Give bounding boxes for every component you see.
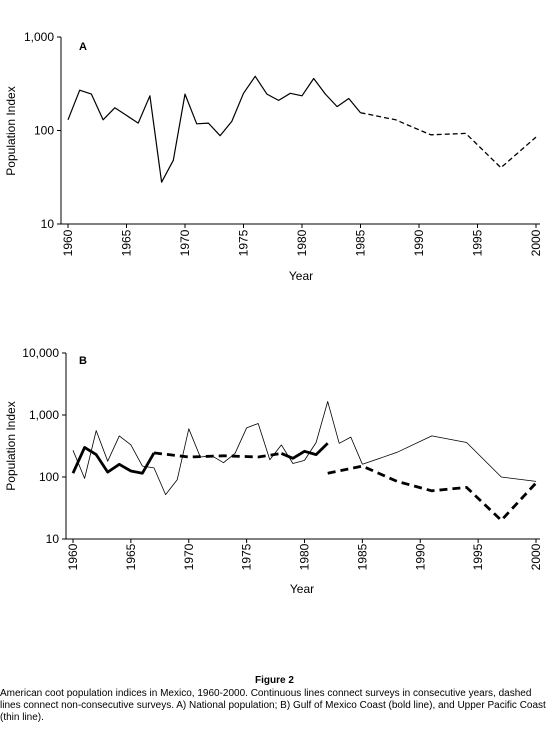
x-tick-label: 1985 (355, 543, 369, 570)
x-tick-label: 1970 (178, 229, 192, 256)
y-tick-label: 1,000 (29, 408, 59, 422)
x-tick-label: 1990 (413, 543, 427, 570)
chart-a-axes (60, 37, 540, 225)
x-tick-label: 1985 (354, 229, 368, 256)
x-tick-label: 1995 (471, 229, 485, 256)
chart-b: B Population Index Year 10 100 1,000 10,000… (4, 346, 543, 596)
x-tick-label: 1990 (412, 229, 426, 256)
series-line-bold-dashed (153, 451, 282, 459)
series-line-dashed (360, 112, 537, 169)
series-line-thin-solid (362, 435, 537, 482)
x-tick-label: 1965 (120, 229, 134, 256)
y-tick-label: 10,000 (22, 346, 59, 360)
x-tick-label: 1970 (182, 543, 196, 570)
figure-title: Figure 2 (255, 675, 294, 686)
y-tick-label: 10 (41, 217, 55, 231)
series-line-bold-dashed (327, 464, 538, 522)
y-tick-label: 100 (34, 124, 54, 138)
chart-b-panel-label: B (79, 355, 87, 367)
x-tick-label: 1975 (237, 229, 251, 256)
x-tick-label: 2000 (529, 543, 543, 570)
y-tick-label: 100 (39, 470, 59, 484)
chart-a: A Population Index Year 10 100 1,000 1960 19… (4, 30, 543, 283)
chart-a-x-axis-label: Year (289, 269, 313, 283)
series-line-bold-solid (71, 445, 156, 475)
chart-a-panel-label: A (79, 41, 87, 53)
y-tick-label: 1,000 (24, 30, 54, 44)
chart-b-y-axis-label: Population Index (4, 401, 18, 490)
x-tick-label: 1975 (240, 543, 254, 570)
x-tick-label: 1980 (295, 229, 309, 256)
x-tick-label: 2000 (529, 229, 543, 256)
chart-a-y-axis-label: Population Index (4, 86, 18, 175)
chart-b-x-axis-label: Year (290, 582, 314, 596)
y-tick-label: 10 (46, 532, 60, 546)
figure-caption: American coot population indices in Mexi… (0, 688, 546, 723)
x-tick-label: 1960 (66, 543, 80, 570)
x-tick-label: 1960 (61, 229, 75, 256)
x-tick-label: 1965 (124, 543, 138, 570)
chart-b-axes (65, 353, 540, 540)
series-line-thin-solid (72, 401, 363, 496)
x-tick-label: 1995 (471, 543, 485, 570)
x-tick-label: 1980 (298, 543, 312, 570)
series-line-solid (67, 75, 361, 183)
